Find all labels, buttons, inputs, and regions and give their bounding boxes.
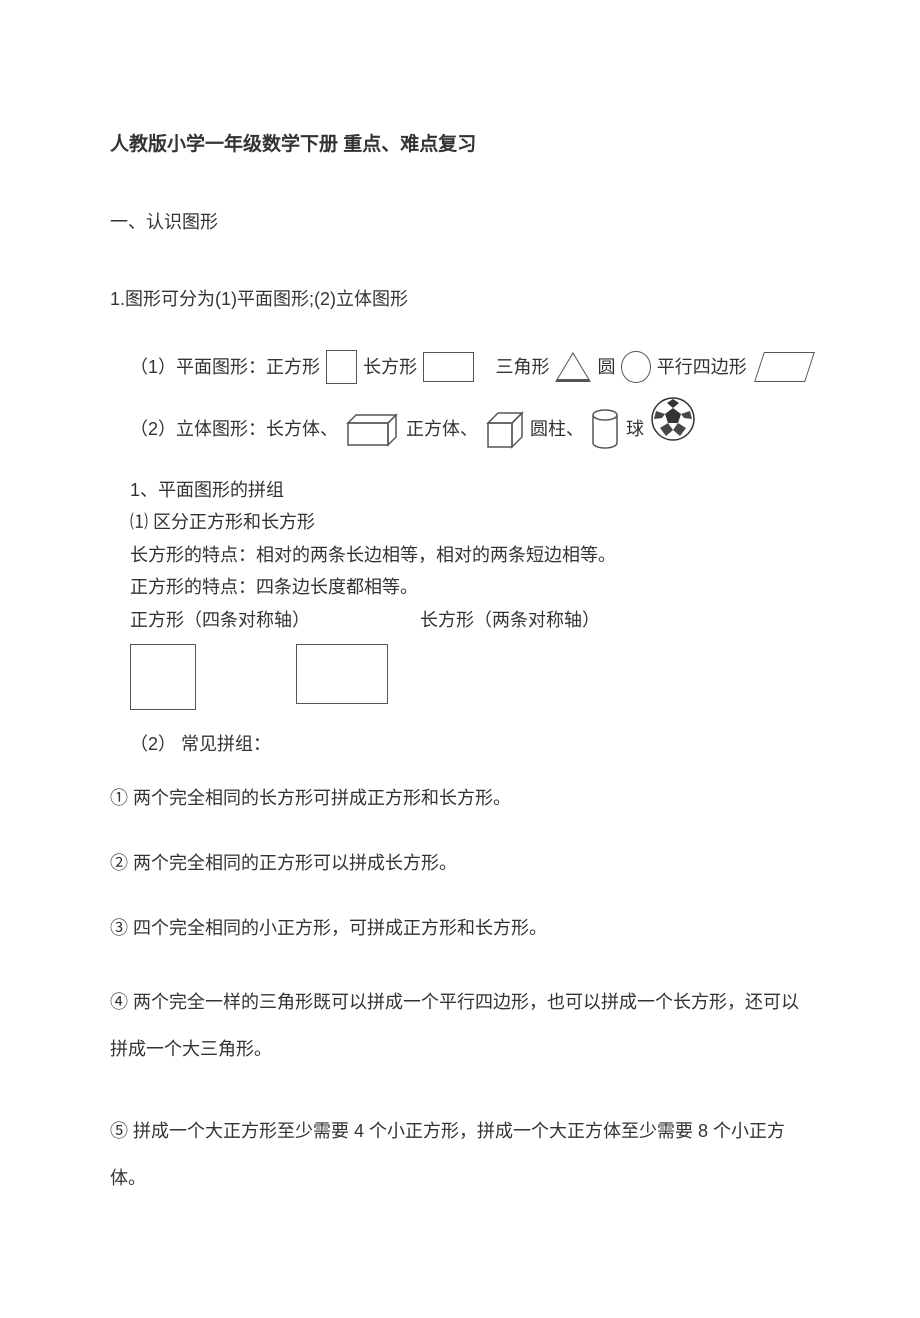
plane-shapes-row: （1）平面图形：正方形 长方形 三角形 圆 平行四边形 xyxy=(130,350,810,384)
sub4: 正方形的特点：四条边长度都相等。 xyxy=(130,571,810,603)
circ-label: 圆 xyxy=(597,353,615,382)
item-4: ④ 两个完全一样的三角形既可以拼成一个平行四边形，也可以拼成一个长方形，还可以拼… xyxy=(110,979,810,1073)
ball-label: 球 xyxy=(626,415,644,444)
axis-rect-icon xyxy=(296,644,388,704)
sub2: ⑴ 区分正方形和长方形 xyxy=(130,506,810,538)
circle-icon xyxy=(621,351,650,383)
parallelogram-icon xyxy=(754,352,815,382)
square-icon xyxy=(326,350,357,384)
rectangle-icon xyxy=(423,352,474,382)
cylinder-icon xyxy=(590,408,620,450)
axis-rect-label: 长方形（两条对称轴） xyxy=(420,604,600,636)
item-2: ② 两个完全相同的正方形可以拼成长方形。 xyxy=(110,849,810,878)
para-label: 平行四边形 xyxy=(657,353,747,382)
sub-list: 1、平面图形的拼组 ⑴ 区分正方形和长方形 长方形的特点：相对的两条长边相等，相… xyxy=(130,474,810,760)
solid-prefix: （2）立体图形：长方体、 xyxy=(130,415,338,444)
cuboid-icon xyxy=(344,411,400,447)
cube-icon xyxy=(484,409,524,449)
intro-paragraph: 1.图形可分为(1)平面图形;(2)立体图形 xyxy=(110,285,810,314)
figure-block: （1）平面图形：正方形 长方形 三角形 圆 平行四边形 （2）立体图形：长方体、… xyxy=(130,350,810,760)
tri-label: 三角形 xyxy=(495,353,549,382)
item-1: ① 两个完全相同的长方形可拼成正方形和长方形。 xyxy=(110,784,810,813)
rect-label: 长方形 xyxy=(363,353,417,382)
document-title: 人教版小学一年级数学下册 重点、难点复习 xyxy=(110,130,810,160)
axis-shapes-row xyxy=(130,644,810,710)
axis-sq-label: 正方形（四条对称轴） xyxy=(130,604,310,636)
cyl-label: 圆柱、 xyxy=(530,415,584,444)
item-5: ⑤ 拼成一个大正方形至少需要 4 个小正方形，拼成一个大正方体至少需要 8 个小… xyxy=(110,1108,810,1202)
plane-prefix: （1）平面图形：正方形 xyxy=(130,353,320,382)
axis-square-icon xyxy=(130,644,196,710)
triangle-icon xyxy=(555,352,591,382)
solid-shapes-row: （2）立体图形：长方体、 正方体、 圆柱、 球 xyxy=(130,408,810,450)
sub5: （2） 常见拼组： xyxy=(130,728,810,760)
sub3: 长方形的特点：相对的两条长边相等，相对的两条短边相等。 xyxy=(130,539,810,571)
section-heading: 一、认识图形 xyxy=(110,208,810,237)
sub1: 1、平面图形的拼组 xyxy=(130,474,810,506)
item-3: ③ 四个完全相同的小正方形，可拼成正方形和长方形。 xyxy=(110,914,810,943)
soccer-ball-icon xyxy=(650,396,696,442)
cube-label: 正方体、 xyxy=(406,415,478,444)
